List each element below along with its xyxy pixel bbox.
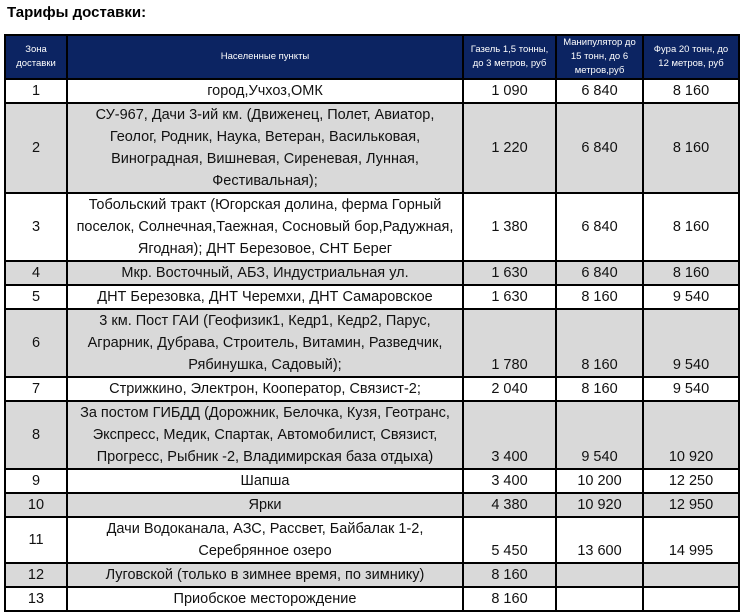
cell-places: Луговской (только в зимнее время, по зим… (66, 562, 464, 588)
cell-places: СУ-967, Дачи 3-ий км. (Движенец, Полет, … (66, 102, 464, 194)
cell-places: ДНТ Березовка, ДНТ Черемхи, ДНТ Самаровс… (66, 284, 464, 310)
cell-places: город,Учхоз,ОМК (66, 78, 464, 104)
cell-places: Ярки (66, 492, 464, 518)
cell-places: Тобольский тракт (Югорская долина, ферма… (66, 192, 464, 262)
cell-gazel: 1 630 (462, 284, 557, 310)
cell-fura: 8 160 (642, 192, 740, 262)
cell-gazel: 8 160 (462, 562, 557, 588)
cell-zone: 13 (4, 586, 68, 612)
cell-zone: 9 (4, 468, 68, 494)
table-row: 1 город,Учхоз,ОМК 1 090 6 840 8 160 (4, 78, 740, 104)
cell-gazel: 1 780 (462, 308, 557, 378)
table-row: 11 Дачи Водоканала, АЗС, Рассвет, Байбала… (4, 516, 740, 564)
cell-manip: 8 160 (555, 284, 644, 310)
table-row: 7 Стрижкино, Электрон, Кооператор, Связис… (4, 376, 740, 402)
header-gazel: Газель 1,5 тонны, до 3 метров, руб (462, 34, 557, 80)
cell-manip: 6 840 (555, 192, 644, 262)
cell-places: Мкр. Восточный, АБЗ, Индустриальная ул. (66, 260, 464, 286)
cell-zone: 12 (4, 562, 68, 588)
cell-zone: 5 (4, 284, 68, 310)
cell-manip: 10 920 (555, 492, 644, 518)
cell-places: Приобское месторождение (66, 586, 464, 612)
cell-manip: 8 160 (555, 376, 644, 402)
cell-zone: 10 (4, 492, 68, 518)
cell-manip: 6 840 (555, 260, 644, 286)
cell-zone: 11 (4, 516, 68, 564)
tariff-table: Зона доставки Населенные пункты Газель 1… (4, 34, 740, 612)
cell-gazel: 3 400 (462, 468, 557, 494)
cell-manip: 6 840 (555, 102, 644, 194)
cell-zone: 7 (4, 376, 68, 402)
table-row: 3 Тобольский тракт (Югорская долина, ферм… (4, 192, 740, 262)
table-row: 10 Ярки 4 380 10 920 12 950 (4, 492, 740, 518)
table-row: 12 Луговской (только в зимнее время, по з… (4, 562, 740, 588)
cell-fura: 9 540 (642, 308, 740, 378)
table-row: 2 СУ-967, Дачи 3-ий км. (Движенец, Полет,… (4, 102, 740, 194)
table-row: 5 ДНТ Березовка, ДНТ Черемхи, ДНТ Самаров… (4, 284, 740, 310)
header-fura: Фура 20 тонн, до 12 метров, руб (642, 34, 740, 80)
cell-places: 3 км. Пост ГАИ (Геофизик1, Кедр1, Кедр2,… (66, 308, 464, 378)
cell-zone: 8 (4, 400, 68, 470)
cell-zone: 1 (4, 78, 68, 104)
cell-places: Дачи Водоканала, АЗС, Рассвет, Байбалак … (66, 516, 464, 564)
table-row: 13 Приобское месторождение 8 160 (4, 586, 740, 612)
cell-gazel: 5 450 (462, 516, 557, 564)
header-manipulator: Манипулятор до 15 тонн, до 6 метров,руб (555, 34, 644, 80)
cell-fura: 14 995 (642, 516, 740, 564)
cell-zone: 6 (4, 308, 68, 378)
table-header: Зона доставки Населенные пункты Газель 1… (4, 34, 740, 80)
cell-fura (642, 562, 740, 588)
cell-fura: 9 540 (642, 284, 740, 310)
cell-fura: 8 160 (642, 102, 740, 194)
cell-manip: 6 840 (555, 78, 644, 104)
table-row: 9 Шапша 3 400 10 200 12 250 (4, 468, 740, 494)
cell-places: Шапша (66, 468, 464, 494)
cell-gazel: 8 160 (462, 586, 557, 612)
cell-manip: 9 540 (555, 400, 644, 470)
cell-gazel: 1 220 (462, 102, 557, 194)
cell-fura: 12 950 (642, 492, 740, 518)
cell-manip (555, 586, 644, 612)
cell-gazel: 1 630 (462, 260, 557, 286)
cell-zone: 4 (4, 260, 68, 286)
cell-manip: 8 160 (555, 308, 644, 378)
cell-fura: 8 160 (642, 260, 740, 286)
cell-places: За постом ГИБДД (Дорожник, Белочка, Кузя… (66, 400, 464, 470)
cell-fura (642, 586, 740, 612)
table-row: 4 Мкр. Восточный, АБЗ, Индустриальная ул.… (4, 260, 740, 286)
cell-zone: 2 (4, 102, 68, 194)
cell-gazel: 2 040 (462, 376, 557, 402)
cell-manip: 13 600 (555, 516, 644, 564)
cell-gazel: 4 380 (462, 492, 557, 518)
cell-zone: 3 (4, 192, 68, 262)
cell-manip (555, 562, 644, 588)
table-row: 8 За постом ГИБДД (Дорожник, Белочка, Куз… (4, 400, 740, 470)
cell-gazel: 3 400 (462, 400, 557, 470)
cell-fura: 12 250 (642, 468, 740, 494)
cell-fura: 9 540 (642, 376, 740, 402)
cell-fura: 8 160 (642, 78, 740, 104)
cell-fura: 10 920 (642, 400, 740, 470)
cell-gazel: 1 090 (462, 78, 557, 104)
page-title: Тарифы доставки: (7, 4, 147, 21)
header-places: Населенные пункты (66, 34, 464, 80)
cell-gazel: 1 380 (462, 192, 557, 262)
cell-manip: 10 200 (555, 468, 644, 494)
header-zone: Зона доставки (4, 34, 68, 80)
cell-places: Стрижкино, Электрон, Кооператор, Связист… (66, 376, 464, 402)
